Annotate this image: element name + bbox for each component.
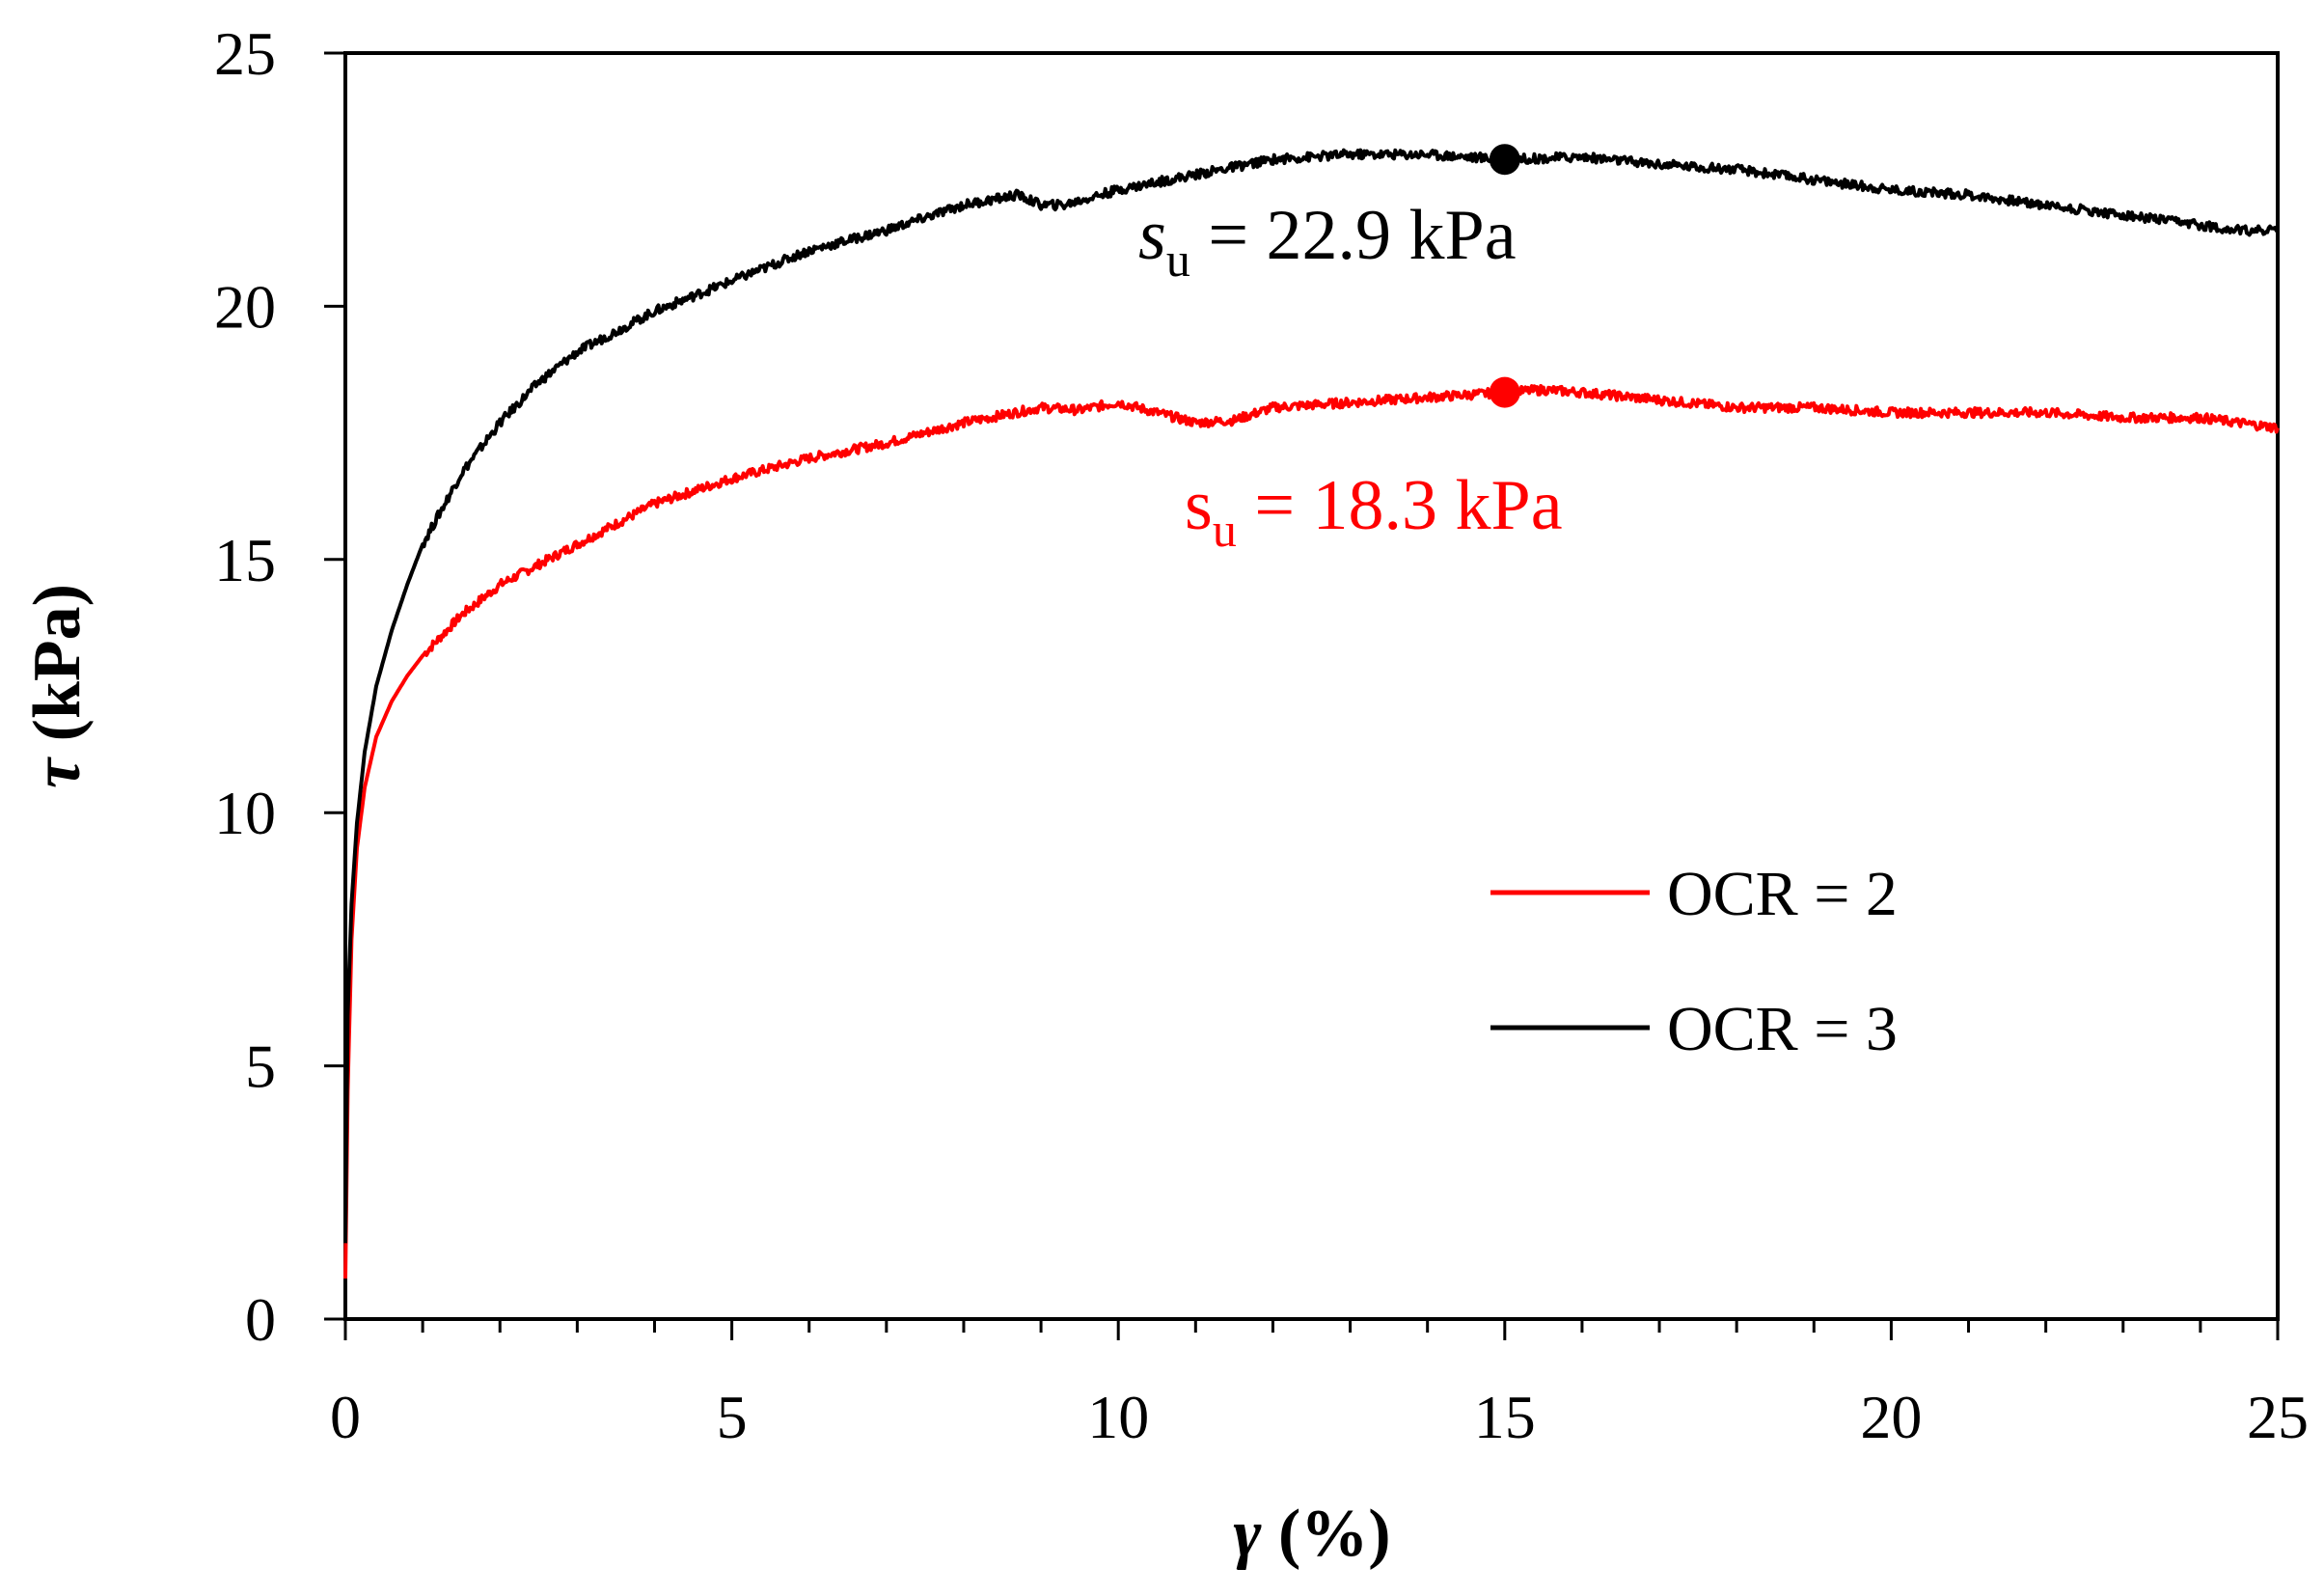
peak-marker (1489, 144, 1520, 176)
y-axis-symbol: τ (20, 757, 95, 788)
peak-label-symbol: s (1185, 466, 1213, 545)
x-tick-label: 0 (330, 1383, 361, 1451)
peak-label-value: = 22.9 kPa (1190, 196, 1517, 275)
y-tick-label: 5 (245, 1032, 276, 1101)
y-axis-title: τ (kPa) (20, 584, 95, 788)
peak-label-subscript: u (1166, 233, 1190, 287)
peak-label-symbol: s (1138, 196, 1166, 275)
legend: OCR = 2 OCR = 3 (1490, 859, 1898, 1064)
plot-area (343, 51, 2280, 1321)
x-tick-label: 5 (717, 1383, 748, 1451)
x-axis-symbol: γ (1233, 1497, 1262, 1571)
y-axis-unit: (kPa) (20, 584, 95, 758)
peak-label-value: = 18.3 kPa (1237, 466, 1563, 545)
y-tick-label: 25 (214, 19, 276, 88)
peak-label: su = 18.3 kPa (1185, 466, 1563, 557)
peak-label: su = 22.9 kPa (1138, 196, 1517, 287)
series-line-ocr-3 (343, 148, 2279, 1244)
legend-label: OCR = 3 (1667, 994, 1898, 1064)
y-tick-label: 15 (214, 526, 276, 594)
series-line-ocr-2 (343, 384, 2280, 1280)
peak-label-subscript: u (1213, 503, 1237, 557)
peak-marker (1489, 376, 1520, 408)
y-tick-label: 10 (214, 779, 276, 847)
y-tick-label: 0 (245, 1285, 276, 1354)
y-axis-ticks: 0 5 10 15 20 25 (214, 19, 345, 1354)
x-tick-label: 20 (1860, 1383, 1922, 1451)
y-tick-label: 20 (214, 272, 276, 341)
x-axis-unit: (%) (1262, 1497, 1391, 1571)
peak-markers (1489, 144, 1520, 408)
x-tick-label: 15 (1474, 1383, 1536, 1451)
x-tick-label: 25 (2247, 1383, 2309, 1451)
series-layer (343, 148, 2280, 1280)
x-tick-label: 10 (1087, 1383, 1149, 1451)
legend-label: OCR = 2 (1667, 859, 1898, 929)
x-axis-title: γ (%) (1233, 1497, 1390, 1571)
x-axis-ticks: 0 5 10 15 20 25 (330, 1319, 2309, 1451)
